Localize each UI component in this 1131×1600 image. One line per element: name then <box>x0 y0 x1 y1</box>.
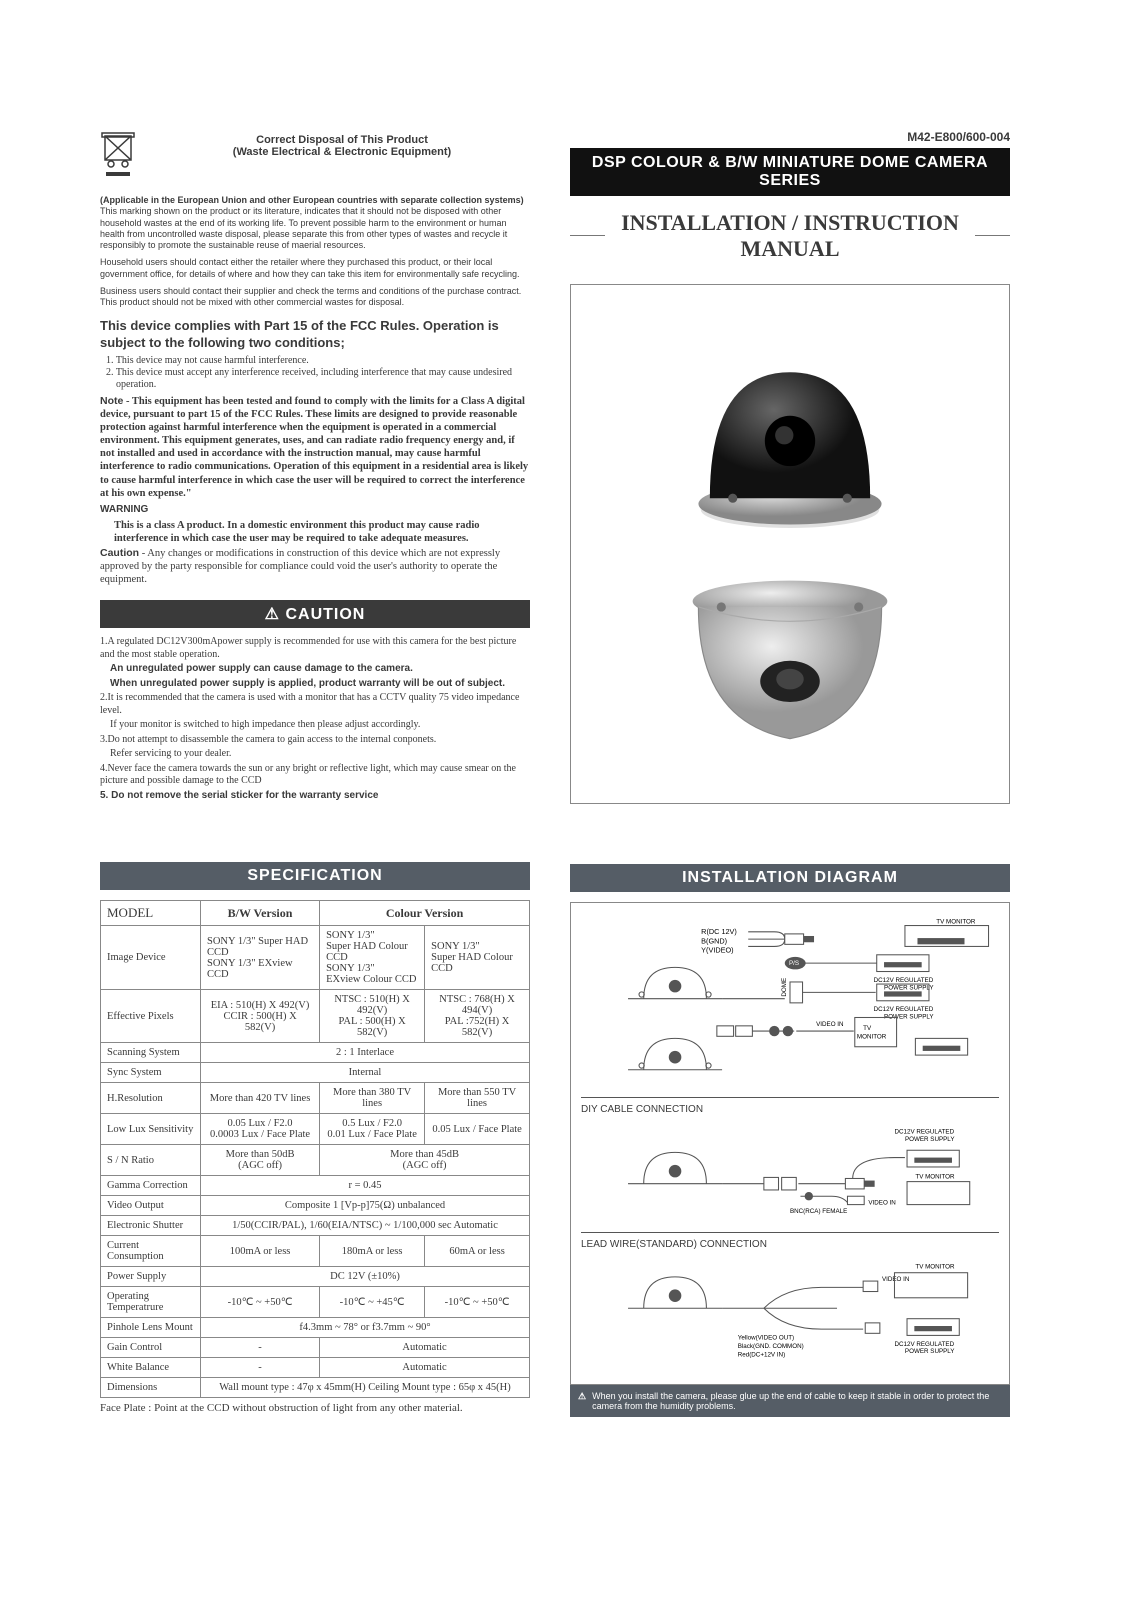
svg-text:VIDEO IN: VIDEO IN <box>882 1276 909 1283</box>
svg-text:TV MONITOR: TV MONITOR <box>915 1173 955 1180</box>
installation-diagram: TV MONITOR R(DC 12V) B(GND) Y(VIDEO) P/S… <box>570 902 1010 1385</box>
warning-icon: ⚠ <box>578 1391 586 1411</box>
weee-bin-icon <box>100 130 136 183</box>
svg-text:MONITOR: MONITOR <box>857 1033 887 1040</box>
svg-text:TV MONITOR: TV MONITOR <box>915 1263 955 1270</box>
spec-footnote: Face Plate : Point at the CCD without ob… <box>100 1402 530 1414</box>
svg-text:DC12V REGULATED: DC12V REGULATED <box>894 1129 954 1136</box>
fcc-warning: This is a class A product. In a domestic… <box>100 519 530 545</box>
svg-text:DC12V REGULATED: DC12V REGULATED <box>874 1006 934 1013</box>
lead-wire-label: LEAD WIRE(STANDARD) CONNECTION <box>581 1239 999 1250</box>
diy-cable-label: DIY CABLE CONNECTION <box>581 1104 999 1115</box>
fcc-title: This device complies with Part 15 of the… <box>100 318 530 351</box>
fcc-caution: Caution - Any changes or modifications i… <box>100 547 530 586</box>
fcc-note: Note - This equipment has been tested an… <box>100 395 530 500</box>
manual-title: INSTALLATION / INSTRUCTION MANUAL <box>570 196 1010 274</box>
spec-table: MODEL B/W Version Colour Version Image D… <box>100 900 530 1398</box>
svg-text:DOME: DOME <box>781 978 788 997</box>
diagram-footnote: ⚠ When you install the camera, please gl… <box>570 1385 1010 1417</box>
svg-text:TV: TV <box>863 1025 872 1032</box>
diagram-banner: INSTALLATION DIAGRAM <box>570 864 1010 892</box>
model-code: M42-E800/600-004 <box>570 130 1010 144</box>
caution-list: 1.A regulated DC12V300mApower supply is … <box>100 636 530 802</box>
svg-text:DC12V REGULATED: DC12V REGULATED <box>874 977 934 984</box>
caution-banner: CAUTION <box>100 600 530 628</box>
fcc-conditions: 1. This device may not cause harmful int… <box>106 355 530 391</box>
svg-text:BNC(RCA) FEMALE: BNC(RCA) FEMALE <box>790 1208 847 1215</box>
svg-text:Y(VIDEO): Y(VIDEO) <box>701 946 733 955</box>
svg-text:P/S: P/S <box>789 960 799 967</box>
weee-body: (Applicable in the European Union and ot… <box>100 195 530 308</box>
svg-text:Red(DC+12V IN): Red(DC+12V IN) <box>738 1351 785 1358</box>
spec-banner: SPECIFICATION <box>100 862 530 890</box>
series-banner: DSP COLOUR & B/W MINIATURE DOME CAMERA S… <box>570 148 1010 196</box>
dome-camera-illustration-bottom <box>675 544 905 773</box>
svg-text:R(DC 12V): R(DC 12V) <box>701 927 737 936</box>
svg-text:VIDEO IN: VIDEO IN <box>868 1200 895 1207</box>
svg-text:POWER SUPPLY: POWER SUPPLY <box>905 1136 955 1143</box>
weee-title: Correct Disposal of This Product (Waste … <box>154 134 530 158</box>
svg-text:POWER SUPPLY: POWER SUPPLY <box>884 984 934 991</box>
fcc-warning-label: WARNING <box>100 504 530 515</box>
svg-text:POWER SUPPLY: POWER SUPPLY <box>905 1348 955 1355</box>
svg-text:B(GND): B(GND) <box>701 936 727 945</box>
svg-text:Black(GND. COMMON): Black(GND. COMMON) <box>738 1343 804 1350</box>
dome-camera-illustration-top <box>675 315 905 544</box>
svg-text:Yellow(VIDEO OUT): Yellow(VIDEO OUT) <box>738 1334 794 1341</box>
svg-text:TV MONITOR: TV MONITOR <box>936 918 976 925</box>
product-photo-box <box>570 284 1010 804</box>
svg-text:DC12V REGULATED: DC12V REGULATED <box>894 1341 954 1348</box>
svg-text:VIDEO IN: VIDEO IN <box>816 1021 843 1028</box>
